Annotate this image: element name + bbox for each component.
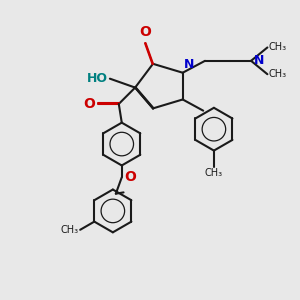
Text: N: N xyxy=(184,58,195,71)
Text: CH₃: CH₃ xyxy=(205,168,223,178)
Text: O: O xyxy=(140,25,152,38)
Text: N: N xyxy=(254,54,264,67)
Text: O: O xyxy=(83,97,95,111)
Text: CH₃: CH₃ xyxy=(269,43,287,52)
Text: CH₃: CH₃ xyxy=(61,225,79,235)
Text: HO: HO xyxy=(86,72,107,85)
Text: CH₃: CH₃ xyxy=(269,69,287,79)
Text: O: O xyxy=(124,170,136,184)
